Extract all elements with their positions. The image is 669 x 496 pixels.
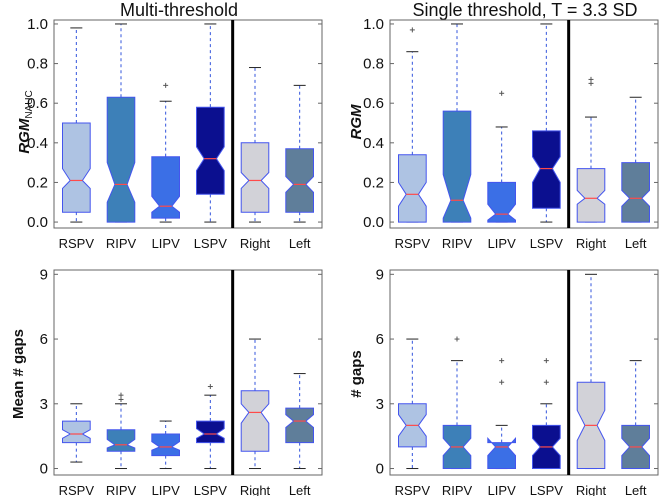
box-ripv [442,110,472,223]
box-lipv [151,156,180,219]
y-tick-label: 0.4 [363,135,384,152]
plot-frame-3 [389,269,659,476]
x-tick-label: LSPV [530,236,564,251]
x-tick-label: RSPV [395,483,431,496]
x-tick-label: LSPV [530,483,564,496]
y-tick-label: 0 [40,461,48,478]
box-lipv [487,181,516,223]
box-lspv [532,130,561,209]
box-lspv [196,106,225,195]
box-ripv [106,429,136,452]
y-tick-label: 9 [40,266,48,283]
y-tick-label: 0.6 [27,95,48,112]
y-tick-label: 3 [376,396,384,413]
x-tick-label: LIPV [488,236,517,251]
x-tick-label: Left [289,236,311,251]
x-tick-label: RSPV [395,236,431,251]
x-tick-label: LSPV [194,236,228,251]
x-tick-label: Left [625,483,647,496]
panel-title-single-threshold: Single threshold, T = 3.3 SD [412,0,638,20]
y-tick-label: 9 [376,266,384,283]
box-right [576,168,606,223]
x-tick-label: LIPV [152,236,181,251]
panel-title-multi-threshold: Multi-threshold [119,0,239,20]
y-tick-label: 0.4 [27,135,48,152]
y-tick-label: 0.2 [363,174,384,191]
x-tick-label: RIPV [442,483,473,496]
x-tick-label: Left [625,236,647,251]
box-lspv [196,420,225,444]
y-tick-label: 0.8 [363,56,384,73]
y-tick-label: 1.0 [363,16,384,33]
x-tick-label: Right [240,236,271,251]
plot-frame-1 [389,19,659,229]
y-tick-label: 6 [40,331,48,348]
y-tick-label: 1.0 [27,16,48,33]
y-tick-label: 0.0 [363,214,384,231]
y-tick-label: 0.2 [27,174,48,191]
x-tick-label: Right [576,236,607,251]
plot-frame-2 [53,269,323,476]
box-rspv [398,154,427,223]
y-tick-label: 0.6 [363,95,384,112]
box-lipv [487,436,516,469]
y-tick-label: 0.0 [27,214,48,231]
x-tick-label: RIPV [442,236,473,251]
box-rspv [62,122,91,213]
x-tick-label: RSPV [59,483,95,496]
box-left [285,148,314,213]
x-tick-label: RIPV [106,483,137,496]
plot-frame-0 [53,19,323,229]
box-right [240,390,270,452]
y-tick-label: 0.8 [27,56,48,73]
y-tick-label: 3 [40,396,48,413]
x-tick-label: Right [240,483,271,496]
y-tick-label: 6 [376,331,384,348]
box-lipv [151,433,180,457]
x-tick-label: Right [576,483,607,496]
box-rspv [62,420,91,444]
box-left [285,407,314,444]
x-tick-label: LIPV [152,483,181,496]
x-tick-label: RIPV [106,236,137,251]
x-tick-label: LIPV [488,483,517,496]
y-tick-label: 0 [376,461,384,478]
x-tick-label: RSPV [59,236,95,251]
box-left [621,162,650,223]
box-ripv [106,96,136,223]
x-tick-label: Left [289,483,311,496]
x-tick-label: LSPV [194,483,228,496]
box-right [240,142,270,213]
